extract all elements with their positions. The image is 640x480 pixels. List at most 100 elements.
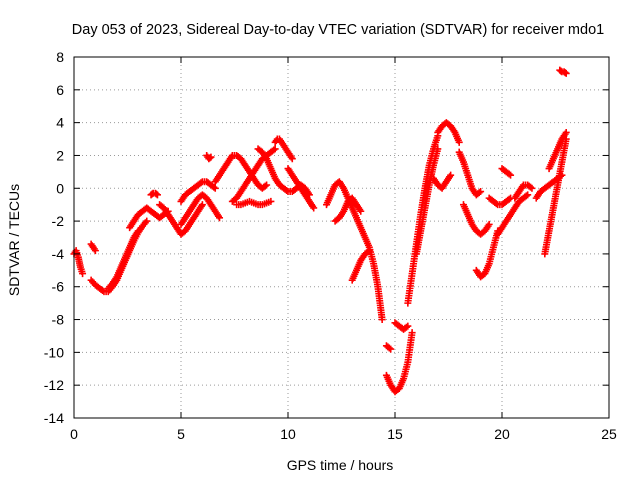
y-tick-label: 6 bbox=[56, 82, 64, 98]
data-series bbox=[177, 191, 224, 228]
data-point bbox=[505, 170, 513, 178]
data-point bbox=[134, 227, 142, 235]
data-point bbox=[387, 345, 395, 353]
data-point bbox=[211, 184, 219, 192]
data-point bbox=[91, 247, 99, 255]
data-series bbox=[331, 194, 365, 225]
data-series bbox=[382, 329, 416, 396]
data-point bbox=[528, 184, 536, 192]
axes: 0 5 10 15 20 25 -14 -12 -10 -8 -6 -4 -2 0 2 4 6 8 bbox=[44, 49, 617, 442]
data-point bbox=[261, 182, 269, 190]
data-series bbox=[541, 135, 570, 258]
data-point bbox=[263, 181, 271, 189]
data-point bbox=[357, 207, 365, 215]
x-tick-label: 20 bbox=[494, 426, 510, 442]
data-point bbox=[475, 189, 483, 197]
data-point bbox=[404, 322, 412, 330]
x-tick-label: 10 bbox=[280, 426, 296, 442]
data-point bbox=[365, 247, 373, 255]
plot-frame bbox=[73, 56, 610, 419]
data-series bbox=[211, 151, 271, 192]
data-series bbox=[459, 201, 493, 238]
y-tick-label: -10 bbox=[44, 344, 64, 360]
data-series bbox=[430, 171, 455, 192]
data-series bbox=[511, 181, 536, 202]
data-point bbox=[79, 270, 87, 278]
data-point bbox=[527, 183, 535, 191]
data-series bbox=[494, 191, 532, 238]
data-series bbox=[87, 240, 99, 255]
data-point bbox=[378, 316, 386, 324]
data-point bbox=[283, 186, 291, 194]
data-series bbox=[233, 197, 275, 209]
data-series bbox=[323, 178, 386, 324]
data-point bbox=[434, 145, 442, 153]
y-tick-label: -12 bbox=[44, 377, 64, 393]
y-tick-label: 4 bbox=[56, 115, 64, 131]
data-series bbox=[391, 319, 412, 333]
data-point bbox=[447, 171, 455, 179]
data-series bbox=[203, 151, 215, 163]
data-point bbox=[505, 195, 513, 203]
data-point bbox=[562, 128, 570, 136]
data-point bbox=[562, 69, 570, 77]
data-point bbox=[507, 171, 515, 179]
data-series bbox=[156, 201, 206, 238]
data-point bbox=[561, 69, 569, 77]
data-series bbox=[556, 66, 570, 77]
data-series bbox=[177, 178, 219, 205]
x-tick-label: 15 bbox=[387, 426, 403, 442]
data-point bbox=[492, 200, 500, 208]
data-point bbox=[385, 344, 393, 352]
data-point bbox=[522, 192, 530, 200]
data-point bbox=[310, 204, 318, 212]
data-point bbox=[288, 155, 296, 163]
data-point bbox=[99, 287, 107, 295]
x-tick-label: 5 bbox=[177, 426, 185, 442]
data-point bbox=[216, 214, 224, 222]
data-point bbox=[152, 190, 160, 198]
data-series bbox=[254, 145, 313, 199]
data-series bbox=[455, 148, 485, 199]
y-tick-label: -8 bbox=[52, 312, 65, 328]
y-tick-label: 0 bbox=[56, 180, 64, 196]
y-tick-label: -2 bbox=[52, 213, 65, 229]
data-point bbox=[455, 138, 463, 146]
data-point bbox=[408, 329, 416, 337]
y-tick-label: -6 bbox=[52, 279, 65, 295]
data-point bbox=[206, 154, 214, 162]
data-series bbox=[412, 145, 442, 258]
data-series bbox=[271, 135, 296, 163]
data-point bbox=[153, 191, 161, 199]
data-series bbox=[126, 204, 172, 232]
data-series bbox=[434, 119, 463, 146]
y-tick-label: -4 bbox=[52, 246, 65, 262]
data-point bbox=[402, 323, 410, 331]
data-point bbox=[364, 248, 372, 256]
x-tick-label: 0 bbox=[70, 426, 78, 442]
data-point bbox=[270, 146, 278, 154]
data-series bbox=[228, 145, 279, 205]
y-tick-label: 8 bbox=[56, 49, 64, 65]
data-point bbox=[271, 145, 279, 153]
data-point bbox=[267, 197, 275, 205]
data-series bbox=[104, 227, 142, 292]
data-series bbox=[348, 247, 373, 284]
y-axis-label: SDTVAR / TECUs bbox=[6, 184, 22, 296]
data-point bbox=[198, 201, 206, 209]
y-tick-label: -14 bbox=[44, 410, 64, 426]
x-axis-label: GPS time / hours bbox=[287, 457, 394, 473]
data-point bbox=[477, 188, 485, 196]
data-point bbox=[524, 191, 532, 199]
data-series bbox=[382, 342, 395, 353]
data-series bbox=[485, 194, 515, 209]
data-point bbox=[557, 67, 565, 75]
data-point bbox=[197, 179, 205, 187]
grid-lines bbox=[74, 57, 609, 418]
chart-title: Day 053 of 2023, Sidereal Day-to-day VTE… bbox=[72, 22, 604, 38]
y-tick-label: 2 bbox=[56, 147, 64, 163]
data-point bbox=[485, 220, 493, 228]
data-point bbox=[143, 217, 151, 225]
